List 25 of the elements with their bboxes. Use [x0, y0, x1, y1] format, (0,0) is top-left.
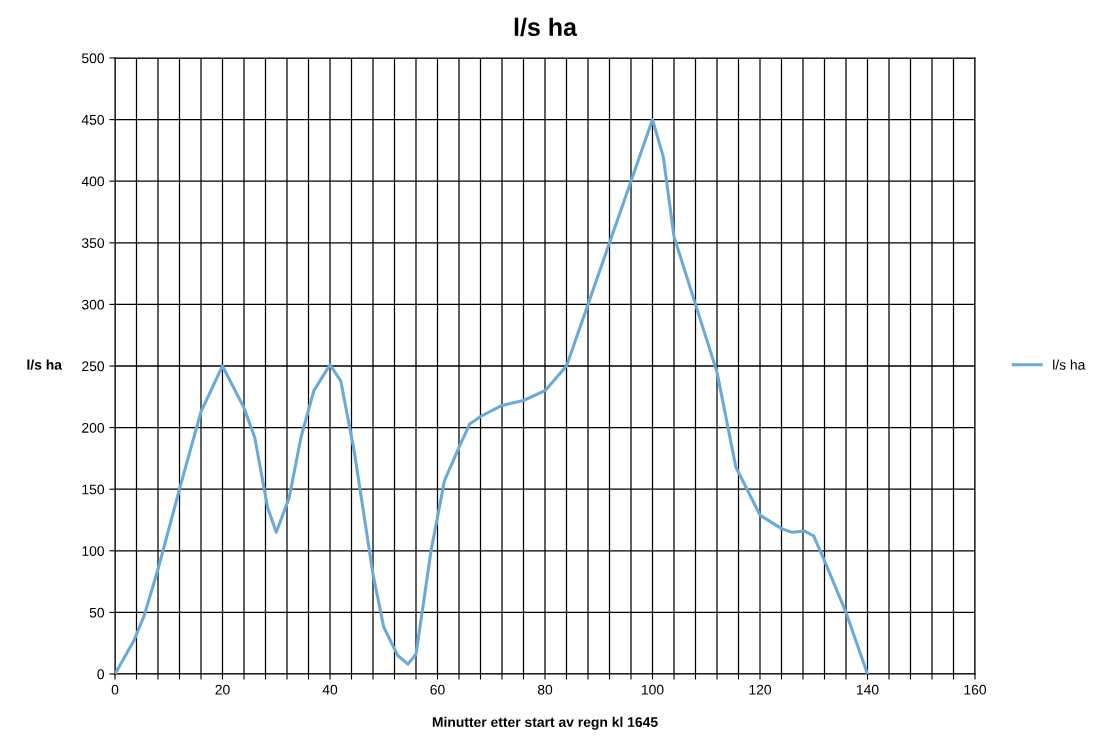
y-tick-label: 500: [81, 53, 105, 64]
y-tick-label: 100: [82, 546, 105, 556]
y-tick-label: 200: [82, 422, 105, 433]
y-tick-label: 400: [81, 176, 105, 187]
y-axis-title: l/s ha: [27, 359, 63, 370]
y-tick-label: 300: [81, 299, 105, 310]
x-tick-label: 20: [215, 684, 230, 695]
legend-label: l/s ha: [1053, 359, 1086, 370]
chart-title: l/s ha: [514, 17, 578, 37]
line-series: [115, 118, 870, 674]
y-tick-label: 250: [82, 361, 105, 372]
y-tick-label: 150: [82, 484, 105, 495]
x-tick-label: 40: [322, 684, 338, 695]
x-tick-label: 120: [749, 684, 772, 695]
x-tick-label: 0: [111, 684, 119, 695]
y-tick-label: 350: [81, 238, 105, 248]
x-tick-label: 60: [430, 684, 445, 695]
y-tick-label: 50: [89, 607, 105, 618]
x-tick-label: 140: [856, 684, 879, 695]
x-tick-label: 100: [641, 684, 664, 695]
x-tick-label: 80: [537, 684, 553, 695]
x-tick-label: 160: [964, 684, 987, 695]
y-tick-label: 0: [97, 669, 105, 680]
x-axis-title: Minutter etter start av regn kl 1645: [432, 716, 658, 730]
y-tick-label: 450: [81, 114, 105, 125]
